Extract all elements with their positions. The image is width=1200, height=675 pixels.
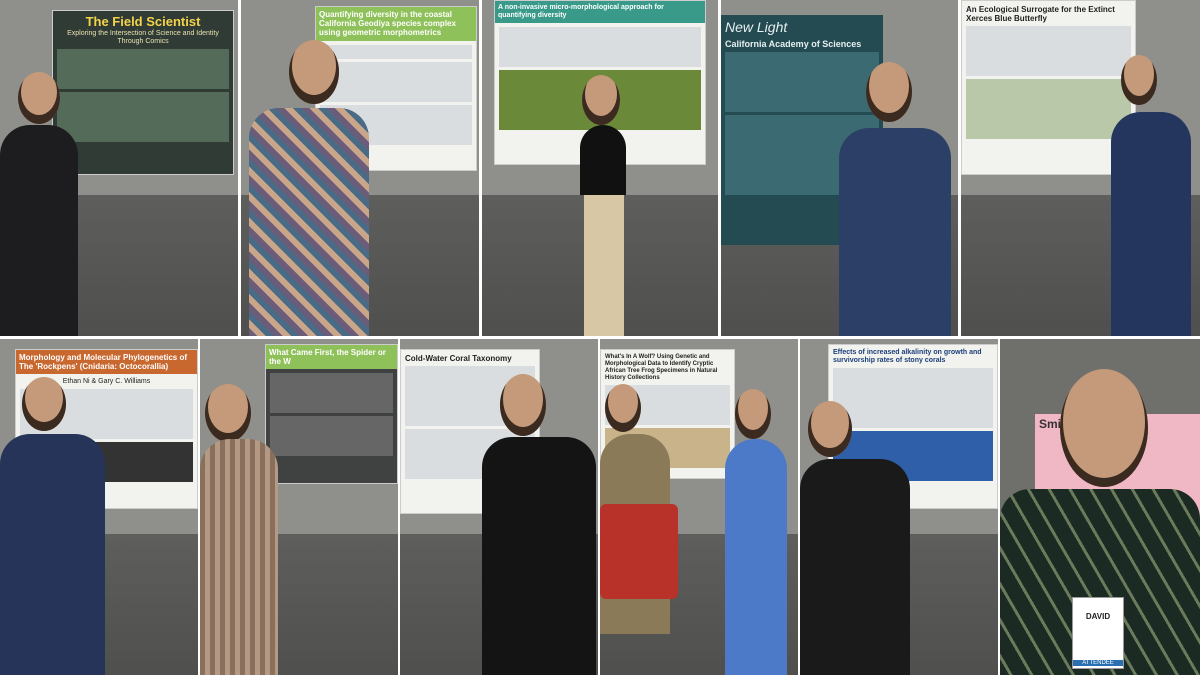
person [0,434,105,675]
person-head [605,384,641,432]
person [1111,112,1191,336]
photo: Quantifying diversity in the coastal Cal… [241,0,479,336]
photo: What's In A Wolf? Using Genetic and Morp… [600,339,798,675]
person [725,439,787,675]
bag [600,504,678,599]
photo: A non-invasive micro-morphological appro… [482,0,718,336]
poster: An Ecological Surrogate for the Extinct … [961,0,1136,175]
poster-title: What's In A Wolf? Using Genetic and Morp… [605,354,718,381]
photo: Smithso DAVID ATTENDEE [1000,339,1200,675]
poster-org: California Academy of Sciences [725,39,862,50]
poster-authors: Ethan Ni & Gary C. Williams [62,378,151,386]
poster-title: Effects of increased alkalinity on growt… [833,349,982,365]
person [800,459,910,675]
person [0,125,78,336]
person-head [289,40,339,104]
photo: Cold-Water Coral Taxonomy [400,339,598,675]
name-badge: DAVID ATTENDEE [1072,597,1124,669]
person [482,437,596,675]
person-head [18,72,60,124]
badge-role: ATTENDEE [1073,660,1123,666]
photo: Effects of increased alkalinity on growt… [800,339,998,675]
person-head [1121,55,1157,105]
poster-title: Morphology and Molecular Phylogenetics o… [16,350,197,375]
poster: The Field Scientist Exploring the Inters… [52,10,234,175]
poster-title: What Came First, the Spider or the W [266,345,397,370]
poster: What Came First, the Spider or the W [265,344,398,484]
person-head [735,389,771,439]
photo: What Came First, the Spider or the W [200,339,398,675]
photo: An Ecological Surrogate for the Extinct … [961,0,1200,336]
photo: Morphology and Molecular Phylogenetics o… [0,339,198,675]
person [839,128,951,336]
person [249,108,369,336]
badge-name: DAVID [1085,612,1111,621]
person-head [500,374,546,436]
person-head [808,401,852,457]
photo: New Light California Academy of Sciences [721,0,958,336]
poster-title: A non-invasive micro-morphological appro… [495,1,705,24]
photo: The Field Scientist Exploring the Inters… [0,0,238,336]
poster-subtitle: Exploring the Intersection of Science an… [67,29,219,45]
person-legs [584,195,624,336]
poster-title: The Field Scientist [85,14,201,29]
poster-title: Cold-Water Coral Taxonomy [405,354,512,363]
person-head [582,75,620,125]
person [580,125,626,195]
poster-title: Quantifying diversity in the coastal Cal… [316,7,476,41]
person-head [205,384,251,442]
person-head [22,377,66,431]
person-head [866,62,912,122]
person-head [1060,369,1148,487]
person [200,439,278,675]
poster-title: New Light [725,19,788,35]
poster-title: An Ecological Surrogate for the Extinct … [966,5,1115,24]
